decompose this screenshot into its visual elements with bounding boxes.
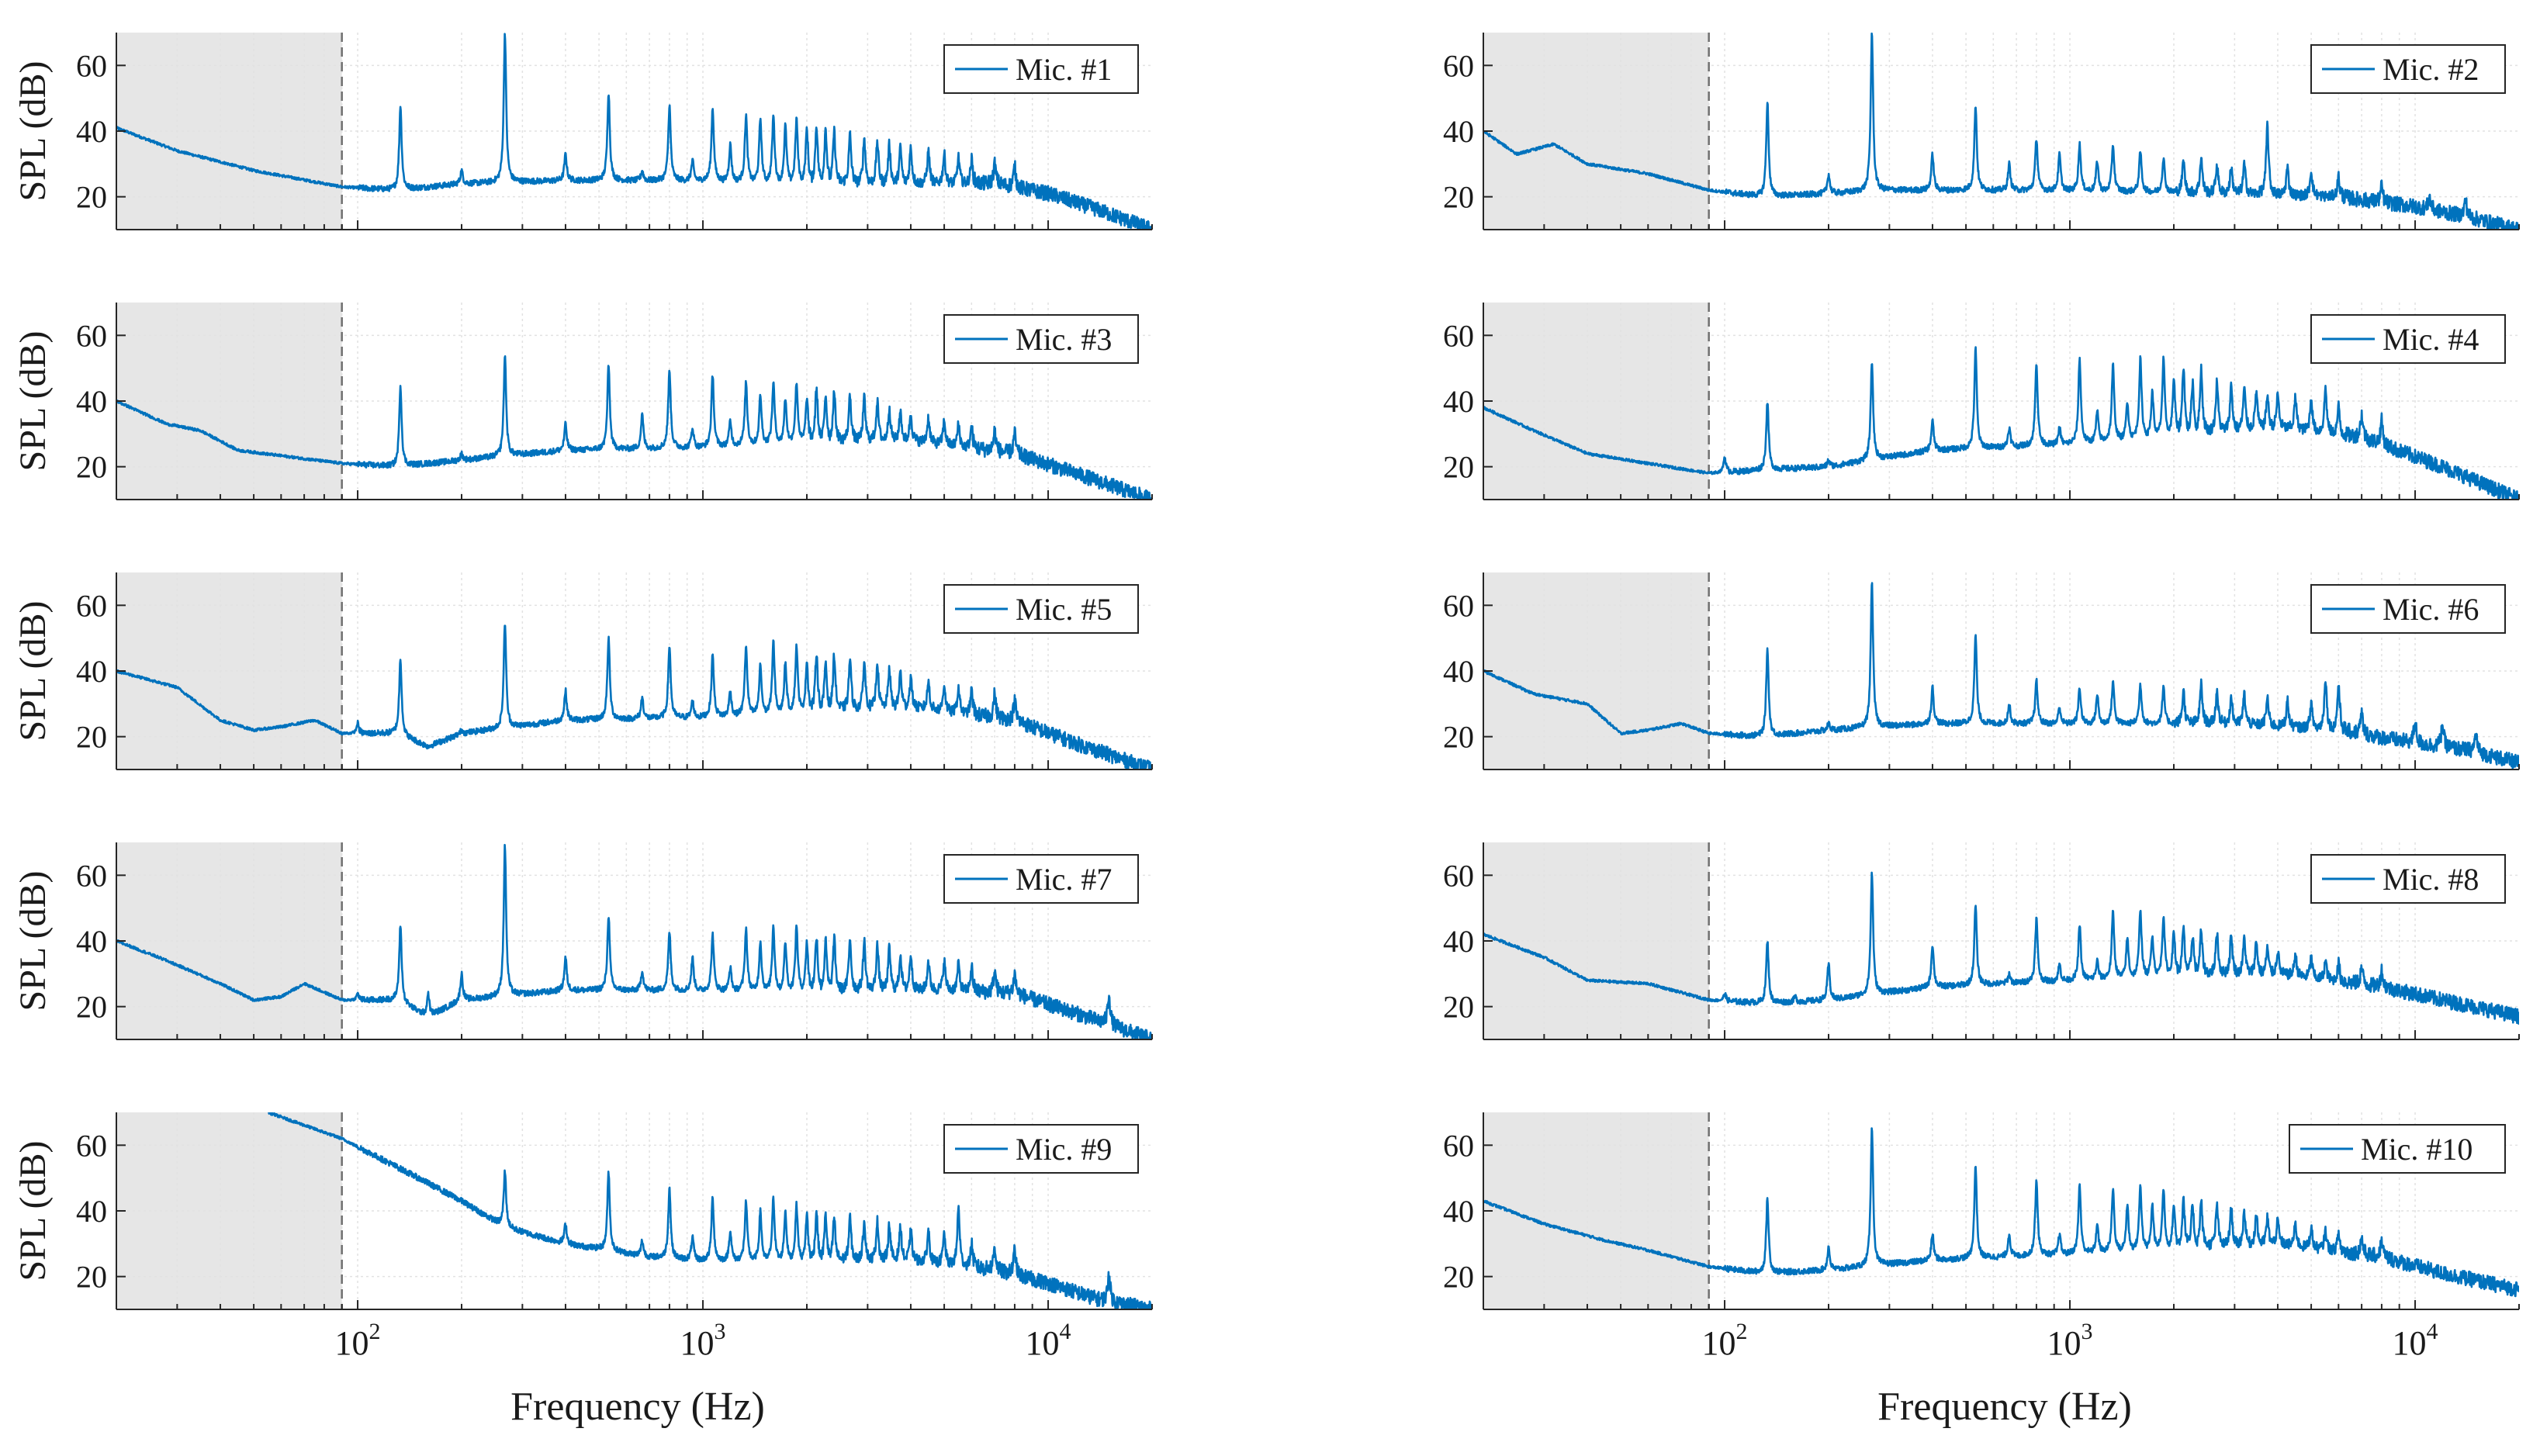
spectrum-line-mic-9 xyxy=(267,1112,1152,1309)
y-axis-title: SPL (dB) xyxy=(12,1141,54,1281)
legend-label: Mic. #8 xyxy=(2383,862,2479,897)
y-axis-title: SPL (dB) xyxy=(12,331,54,472)
x-axis-title-left: Frequency (Hz) xyxy=(510,1385,765,1429)
legend-label: Mic. #1 xyxy=(1016,52,1112,87)
grid xyxy=(116,33,1152,230)
y-tick-label: 40 xyxy=(1443,654,1474,689)
panel-mic-2: 20 40 60 Mic. #2 xyxy=(1443,33,2520,230)
legend-label: Mic. #3 xyxy=(1016,322,1112,357)
legend-mic-10: Mic. #10 xyxy=(2289,1124,2506,1174)
spectrum-line-mic-1 xyxy=(116,33,1152,230)
panel-mic-8: 20 40 60 Mic. #8 xyxy=(1443,842,2520,1040)
legend-box xyxy=(2310,44,2506,94)
y-tick-label: 20 xyxy=(76,450,107,485)
y-tick-label: 60 xyxy=(1443,1128,1474,1163)
x-axis-labels-layer: Frequency (Hz) Frequency (Hz) xyxy=(510,1385,2132,1429)
legend-mic-1: Mic. #1 xyxy=(943,44,1139,94)
y-tick-label: 60 xyxy=(76,48,107,83)
legend-mic-3: Mic. #3 xyxy=(943,314,1139,364)
y-axis-title: SPL (dB) xyxy=(12,601,54,742)
y-tick-label: 60 xyxy=(76,588,107,623)
spectrum-line-mic-8 xyxy=(1483,871,2519,1025)
legend-mic-2: Mic. #2 xyxy=(2310,44,2506,94)
legend-label: Mic. #9 xyxy=(1016,1132,1112,1167)
spectrum-line-mic-10 xyxy=(1483,1127,2519,1298)
legend-label: Mic. #5 xyxy=(1016,592,1112,627)
panel-mic-6: 20 40 60 Mic. #6 xyxy=(1443,572,2520,770)
y-tick-label: 60 xyxy=(76,318,107,353)
y-axis-title: SPL (dB) xyxy=(12,61,54,202)
panel-mic-10: 20 40 60 102 103 104 Mic. #10 xyxy=(1443,1112,2520,1362)
x-tick-label: 103 xyxy=(2047,1319,2093,1362)
y-tick-label: 40 xyxy=(76,1194,107,1229)
y-tick-label: 20 xyxy=(76,180,107,215)
legend-mic-5: Mic. #5 xyxy=(943,584,1139,634)
spectrum-line-mic-5 xyxy=(116,624,1152,770)
y-tick-label: 20 xyxy=(1443,1260,1474,1295)
y-tick-label: 40 xyxy=(76,114,107,149)
y-tick-label: 60 xyxy=(1443,48,1474,83)
panel-mic-5: 20 40 60 SPL (dB) Mic. #5 xyxy=(12,572,1153,770)
y-tick-label: 20 xyxy=(76,990,107,1025)
legend-label: Mic. #6 xyxy=(2383,592,2479,627)
spectrum-line-mic-2 xyxy=(1483,33,2519,230)
spectrum-line-mic-4 xyxy=(1483,346,2519,500)
panels-layer: 20 40 60 SPL (dB) Mic. #1 20 40 60 Mic. #2 20 40 60… xyxy=(12,33,2520,1362)
y-tick-label: 20 xyxy=(1443,990,1474,1025)
y-tick-label: 60 xyxy=(1443,588,1474,623)
y-tick-label: 60 xyxy=(1443,318,1474,353)
x-tick-label: 104 xyxy=(1026,1319,1071,1362)
panel-mic-1: 20 40 60 SPL (dB) Mic. #1 xyxy=(12,33,1153,230)
y-tick-label: 60 xyxy=(1443,858,1474,893)
y-axis-title: SPL (dB) xyxy=(12,871,54,1012)
y-tick-label: 40 xyxy=(1443,384,1474,419)
y-tick-label: 60 xyxy=(76,858,107,893)
x-axis-title-right: Frequency (Hz) xyxy=(1877,1385,2132,1429)
legend-mic-4: Mic. #4 xyxy=(2310,314,2506,364)
spectrum-line-mic-6 xyxy=(1483,582,2519,770)
legend-mic-6: Mic. #6 xyxy=(2310,584,2506,634)
y-tick-label: 40 xyxy=(1443,1194,1474,1229)
x-tick-label: 102 xyxy=(1702,1319,1748,1362)
x-tick-label: 104 xyxy=(2393,1319,2438,1362)
legend-mic-9: Mic. #9 xyxy=(943,1124,1139,1174)
y-tick-label: 20 xyxy=(76,1260,107,1295)
panel-mic-9: 20 40 60 102 103 104 SPL (dB) Mic. #9 xyxy=(12,1112,1153,1362)
panel-mic-3: 20 40 60 SPL (dB) Mic. #3 xyxy=(12,303,1153,500)
y-tick-label: 20 xyxy=(1443,450,1474,485)
grid xyxy=(1483,572,2519,770)
y-tick-label: 20 xyxy=(1443,180,1474,215)
legend-mic-8: Mic. #8 xyxy=(2310,854,2506,904)
legend-label: Mic. #4 xyxy=(2383,322,2479,357)
y-tick-label: 40 xyxy=(76,924,107,959)
y-tick-label: 40 xyxy=(76,654,107,689)
legend-label: Mic. #10 xyxy=(2361,1132,2473,1167)
y-tick-label: 20 xyxy=(76,720,107,755)
y-tick-label: 40 xyxy=(1443,924,1474,959)
grid xyxy=(1483,33,2519,230)
x-tick-label: 103 xyxy=(680,1319,726,1362)
panel-mic-4: 20 40 60 Mic. #4 xyxy=(1443,303,2520,500)
grid xyxy=(116,572,1152,770)
panel-mic-7: 20 40 60 SPL (dB) Mic. #7 xyxy=(12,842,1153,1040)
x-tick-label: 102 xyxy=(335,1319,381,1362)
y-tick-label: 40 xyxy=(76,384,107,419)
legend-label: Mic. #7 xyxy=(1016,862,1112,897)
y-tick-label: 60 xyxy=(76,1128,107,1163)
y-tick-label: 40 xyxy=(1443,114,1474,149)
y-tick-label: 20 xyxy=(1443,720,1474,755)
legend-mic-7: Mic. #7 xyxy=(943,854,1139,904)
spectrum-line-mic-3 xyxy=(116,355,1152,500)
spectrum-line-mic-7 xyxy=(116,843,1152,1039)
legend-label: Mic. #2 xyxy=(2383,52,2479,87)
